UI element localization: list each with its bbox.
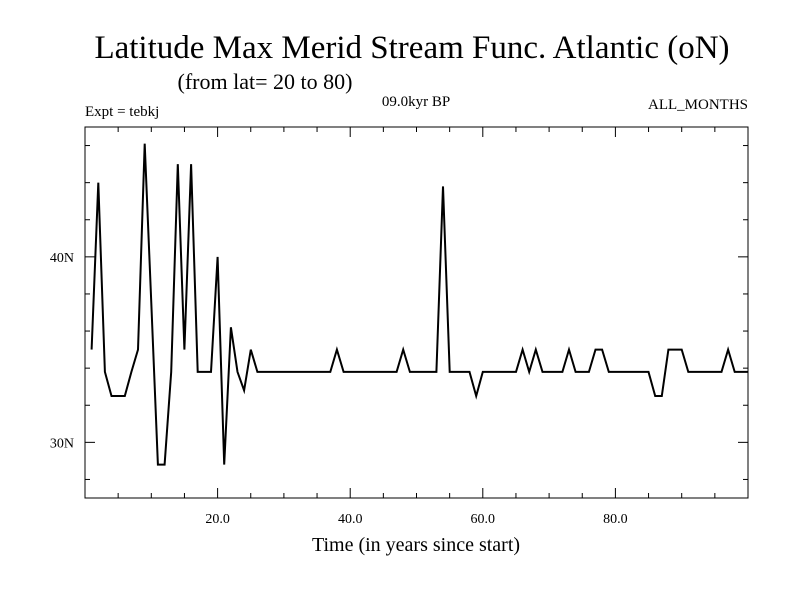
axis-ticks bbox=[85, 127, 748, 498]
x-axis-label: Time (in years since start) bbox=[312, 534, 520, 556]
x-tick-label: 20.0 bbox=[205, 512, 230, 527]
axis-tick-labels: 20.0 40.0 60.0 80.0 30N 40N bbox=[50, 251, 628, 527]
period-label: 09.0kyr BP bbox=[382, 94, 450, 110]
experiment-label: Expt = tebkj bbox=[85, 104, 159, 120]
x-tick-label: 80.0 bbox=[603, 512, 628, 527]
data-line bbox=[90, 143, 748, 466]
months-label: ALL_MONTHS bbox=[648, 97, 748, 113]
x-tick-label: 60.0 bbox=[471, 512, 496, 527]
x-tick-label: 40.0 bbox=[338, 512, 363, 527]
plot-frame bbox=[84, 126, 749, 499]
chart-subtitle: (from lat= 20 to 80) bbox=[178, 69, 353, 94]
y-tick-label: 40N bbox=[50, 251, 74, 266]
y-tick-label: 30N bbox=[50, 436, 74, 451]
chart-title: Latitude Max Merid Stream Func. Atlantic… bbox=[94, 30, 729, 66]
